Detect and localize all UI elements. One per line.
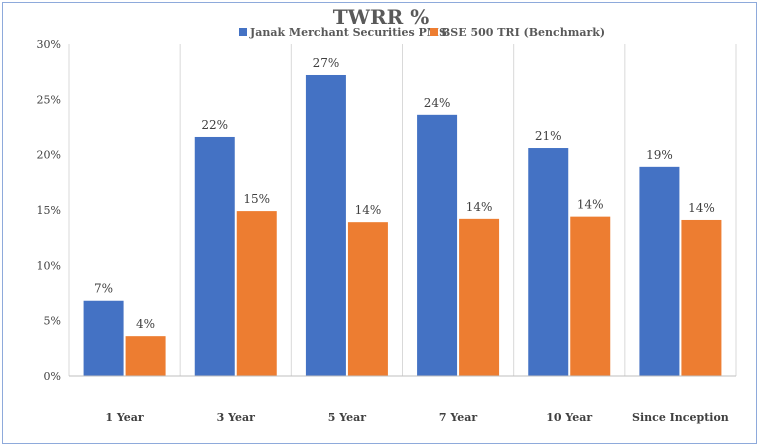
legend: Janak Merchant Securities PMS BSE 500 TR… xyxy=(239,26,605,39)
x-category-label: 7 Year xyxy=(439,411,478,424)
legend-swatch-benchmark xyxy=(430,28,438,36)
y-tick-label: 25% xyxy=(37,93,61,106)
bar-pms xyxy=(194,136,235,376)
bar-pms xyxy=(305,74,346,376)
data-label: 22% xyxy=(201,118,228,132)
data-label: 27% xyxy=(313,56,340,70)
data-label: 24% xyxy=(424,96,451,110)
legend-label-pms: Janak Merchant Securities PMS xyxy=(249,26,447,39)
data-labels: 7% 4% 22% 15% 27% 14% 24% 14% 21% 14% 19% 14% xyxy=(94,56,715,331)
data-label: 14% xyxy=(355,203,382,217)
bar-benchmark xyxy=(347,222,388,376)
bar-pms xyxy=(83,300,124,376)
data-label: 19% xyxy=(646,148,673,162)
data-label: 15% xyxy=(243,192,270,206)
y-tick-label: 10% xyxy=(37,259,61,272)
legend-swatch-pms xyxy=(239,28,247,36)
x-axis: 1 Year 3 Year 5 Year 7 Year 10 Year Since Inc… xyxy=(69,375,736,424)
bar-benchmark xyxy=(459,218,500,376)
x-category-label: Since Inception xyxy=(632,411,729,424)
bar-pms xyxy=(528,148,569,376)
y-tick-label: 15% xyxy=(37,204,61,217)
chart-title: TWRR % xyxy=(333,5,430,29)
bar-benchmark xyxy=(681,219,722,376)
y-tick-label: 0% xyxy=(44,370,61,383)
bars xyxy=(83,74,722,377)
data-label: 14% xyxy=(577,198,604,212)
data-label: 4% xyxy=(136,317,155,331)
legend-label-benchmark: BSE 500 TRI (Benchmark) xyxy=(441,26,605,39)
x-category-label: 10 Year xyxy=(546,411,592,424)
bar-benchmark xyxy=(125,336,166,376)
x-category-label: 5 Year xyxy=(328,411,367,424)
data-label: 14% xyxy=(688,201,715,215)
data-label: 7% xyxy=(94,282,113,296)
data-label: 21% xyxy=(535,129,562,143)
bar-benchmark xyxy=(236,211,277,376)
bar-benchmark xyxy=(570,216,611,376)
category-gridlines xyxy=(68,44,737,376)
data-label: 14% xyxy=(466,200,493,214)
bar-pms xyxy=(639,166,680,376)
y-tick-label: 20% xyxy=(37,149,61,162)
y-axis: 0% 5% 10% 15% 20% 25% 30% xyxy=(37,38,61,383)
x-category-label: 3 Year xyxy=(217,411,256,424)
bar-pms xyxy=(417,114,458,377)
y-tick-label: 30% xyxy=(37,38,61,51)
x-category-label: 1 Year xyxy=(105,411,144,424)
y-tick-label: 5% xyxy=(44,315,61,328)
